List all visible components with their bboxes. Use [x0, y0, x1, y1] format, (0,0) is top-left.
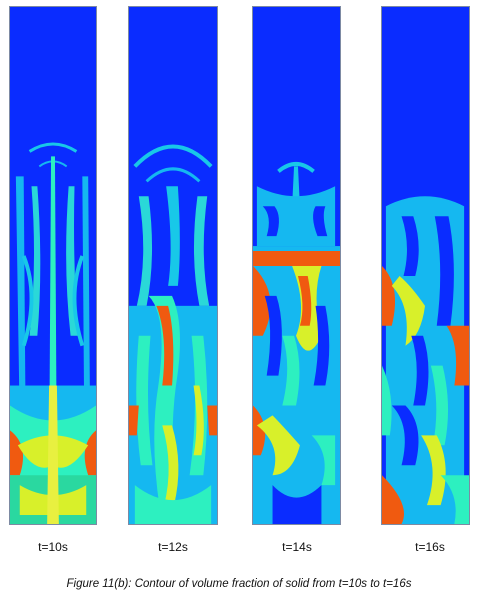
contour-panel-t14: [252, 6, 341, 525]
contour-plot-t16: [382, 7, 469, 524]
contour-plot-t12: [129, 7, 217, 524]
panel-label-t12: t=12s: [158, 540, 188, 554]
panel-label-t10: t=10s: [38, 540, 68, 554]
contour-panel-t10: [9, 6, 97, 525]
panel-label-t16: t=16s: [415, 540, 445, 554]
contour-panel-t16: [381, 6, 470, 525]
contour-plot-t14: [253, 7, 340, 524]
figure-caption: Figure 11(b): Contour of volume fraction…: [66, 578, 412, 590]
contour-plot-t10: [10, 7, 96, 524]
panel-label-t14: t=14s: [282, 540, 312, 554]
contour-panel-t12: [128, 6, 218, 525]
